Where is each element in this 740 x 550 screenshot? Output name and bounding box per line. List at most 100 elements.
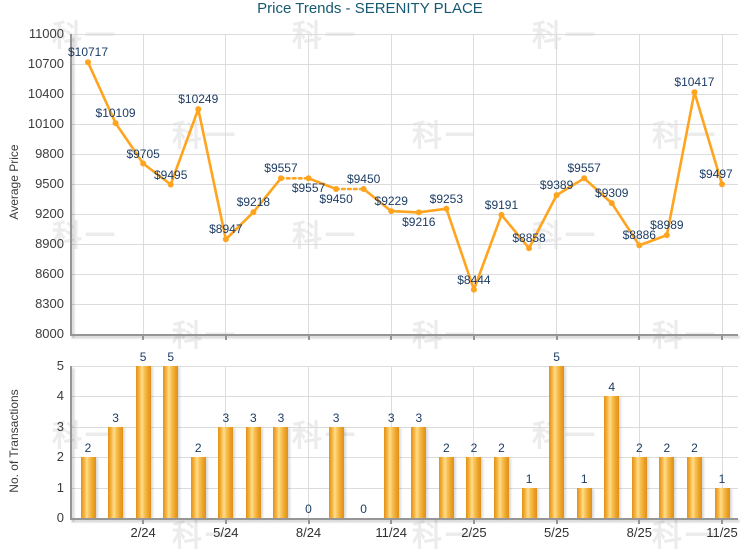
watermark: 科一 [52, 220, 118, 253]
gridline [72, 154, 738, 155]
data-point [581, 175, 588, 182]
transaction-bar [218, 426, 234, 518]
transaction-bar [411, 426, 427, 518]
x-axis-tick-mark [142, 336, 145, 340]
x-axis-tick-label: 2/25 [461, 525, 487, 540]
data-point [250, 209, 257, 216]
bar-value-label: 2 [691, 441, 698, 456]
price-data-label: $9216 [402, 215, 436, 230]
y-axis-tick-label: 2 [56, 449, 64, 465]
x-axis-tick-label: 11/24 [375, 525, 407, 540]
y-axis-tick-label: 10100 [27, 116, 64, 131]
bar-value-label: 0 [360, 502, 367, 516]
bar-value-label: 3 [112, 410, 119, 425]
price-data-label: $10109 [95, 106, 136, 121]
gridline [72, 457, 738, 459]
transaction-bar [604, 396, 620, 518]
bar-value-label: 3 [332, 410, 340, 425]
transaction-bar [438, 457, 454, 518]
line-segment [224, 210, 255, 241]
price-data-label: $8989 [650, 218, 684, 233]
watermark: 科一 [172, 320, 238, 353]
price-data-label: $8947 [209, 222, 243, 237]
line-segment [582, 177, 614, 205]
x-axis-tick-label: 5/24 [213, 525, 239, 540]
x-axis-tick-label: 8/24 [295, 525, 322, 540]
data-point [112, 120, 119, 127]
gridline [72, 64, 738, 65]
watermark: 科一 [532, 220, 598, 253]
line-segment [196, 107, 228, 241]
line-segment [252, 177, 283, 214]
data-point [608, 200, 615, 207]
line-segment [638, 233, 669, 247]
price-data-label: $10417 [674, 75, 715, 90]
transaction-bar [163, 366, 179, 518]
bar-value-label: 2 [194, 441, 202, 456]
y-axis-tick-label: 11000 [28, 26, 64, 41]
line-segment [610, 201, 641, 247]
y-axis-tick-label: 1 [56, 479, 64, 495]
price-data-label: $8444 [457, 272, 491, 287]
price-data-label: $10249 [178, 92, 219, 107]
gridline [72, 487, 738, 489]
transaction-bar [659, 457, 675, 518]
price-plot-area [72, 34, 738, 334]
price-data-label: $9309 [595, 186, 629, 201]
y-axis-tick-label: 4 [56, 388, 64, 404]
x-axis-tick-label: 8/25 [626, 525, 652, 540]
transaction-bar [521, 487, 537, 518]
transactions-plot-area [72, 366, 738, 518]
y-axis-tick-label: 0 [56, 510, 64, 525]
gridline [72, 124, 738, 125]
gridline [556, 34, 558, 334]
line-segment [693, 90, 724, 186]
gridline [721, 366, 723, 518]
bar-value-label: 1 [580, 471, 588, 486]
line-segment [86, 60, 117, 125]
data-point [526, 245, 533, 252]
data-point [333, 186, 340, 192]
y-axis-tick-label: 8300 [35, 296, 64, 311]
bar-value-label: 2 [443, 441, 450, 456]
gridline [638, 366, 640, 518]
bar-value-label: 4 [608, 380, 616, 395]
x-axis-tick-label: 11/25 [706, 525, 738, 540]
chart-title: Price Trends - SERENITY PLACE [257, 0, 483, 17]
y-axis-tick-label: 10400 [27, 86, 64, 101]
bar-value-label: 3 [277, 410, 285, 425]
watermark: 科一 [52, 420, 118, 453]
line-segment [169, 107, 200, 186]
price-data-label: $9450 [346, 172, 381, 186]
transaction-bar [466, 457, 482, 518]
x-axis-tick-label: 2/24 [130, 525, 156, 540]
x-axis-tick-mark [390, 520, 393, 524]
gridline [72, 94, 738, 95]
bar-value-label: 2 [498, 441, 505, 456]
transaction-bar [328, 426, 344, 518]
gridline [308, 34, 310, 334]
x-axis-tick-mark [142, 520, 145, 524]
x-axis-tick-mark [307, 520, 310, 524]
watermark: 科一 [172, 520, 238, 550]
bar-value-label: 3 [387, 410, 395, 425]
y-axis-tick-label: 10700 [27, 56, 64, 71]
data-point [663, 232, 670, 239]
bar-value-label: 0 [305, 502, 312, 516]
price-line-series [85, 59, 725, 293]
bar-value-label: 3 [222, 410, 230, 425]
watermark: 科一 [292, 20, 358, 53]
price-data-label: $9450 [319, 192, 353, 206]
bar-value-label: 2 [635, 441, 643, 456]
gridline [225, 34, 227, 334]
x-axis-tick-mark [390, 336, 393, 340]
watermark: 科一 [412, 120, 478, 153]
price-data-label: $9229 [374, 194, 408, 209]
gridline [142, 34, 144, 334]
price-data-label: $9495 [154, 167, 188, 182]
x-axis-tick-mark [638, 520, 641, 524]
gridline [72, 396, 738, 398]
line-segment [500, 213, 531, 250]
gridline [390, 34, 392, 334]
